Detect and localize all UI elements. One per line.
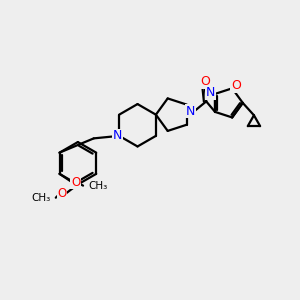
Text: N: N <box>186 105 195 118</box>
Text: N: N <box>206 86 215 99</box>
Text: N: N <box>113 129 122 142</box>
Text: CH₃: CH₃ <box>31 193 50 203</box>
Text: O: O <box>71 176 80 189</box>
Text: O: O <box>58 187 67 200</box>
Text: O: O <box>200 76 210 88</box>
Text: O: O <box>231 79 241 92</box>
Text: CH₃: CH₃ <box>88 181 107 190</box>
